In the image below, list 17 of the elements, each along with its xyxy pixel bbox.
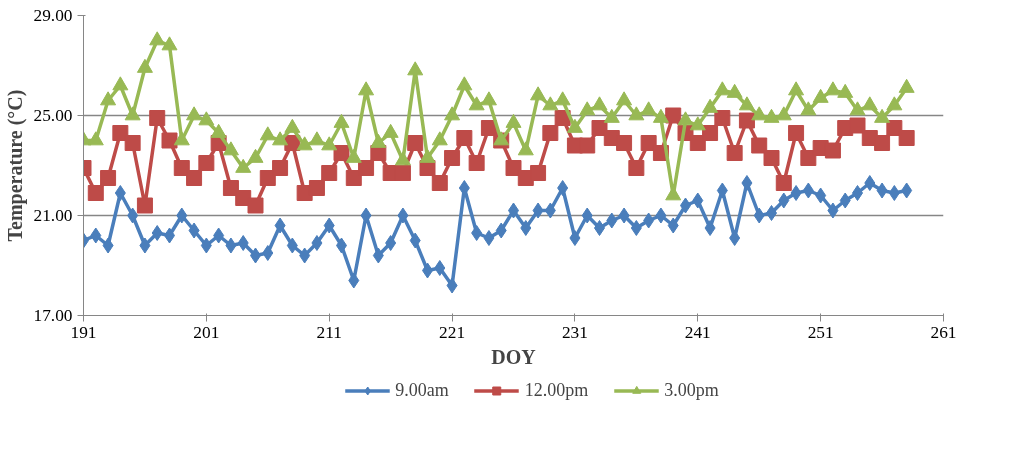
y-tick-label: 21.00	[33, 206, 73, 225]
x-tick-label: 211	[316, 322, 342, 342]
y-tick-label: 29.00	[33, 6, 73, 25]
legend-label: 12.00pm	[524, 379, 589, 401]
x-axis-title: DOY	[491, 345, 537, 368]
x-tick-label: 241	[684, 322, 711, 342]
x-tick-label: 191	[70, 322, 97, 342]
y-axis-title: Temperature (°C)	[3, 89, 27, 242]
x-tick-label: 251	[807, 322, 834, 342]
x-tick-label: 261	[930, 322, 957, 342]
y-tick-label: 17.00	[33, 306, 73, 325]
x-tick-label: 201	[193, 322, 220, 342]
x-tick-label: 221	[439, 322, 466, 342]
legend-label: 9.00am	[395, 379, 449, 401]
x-tick-label: 231	[561, 322, 588, 342]
legend-label: 3.00pm	[664, 379, 719, 401]
y-tick-label: 25.00	[33, 106, 73, 125]
